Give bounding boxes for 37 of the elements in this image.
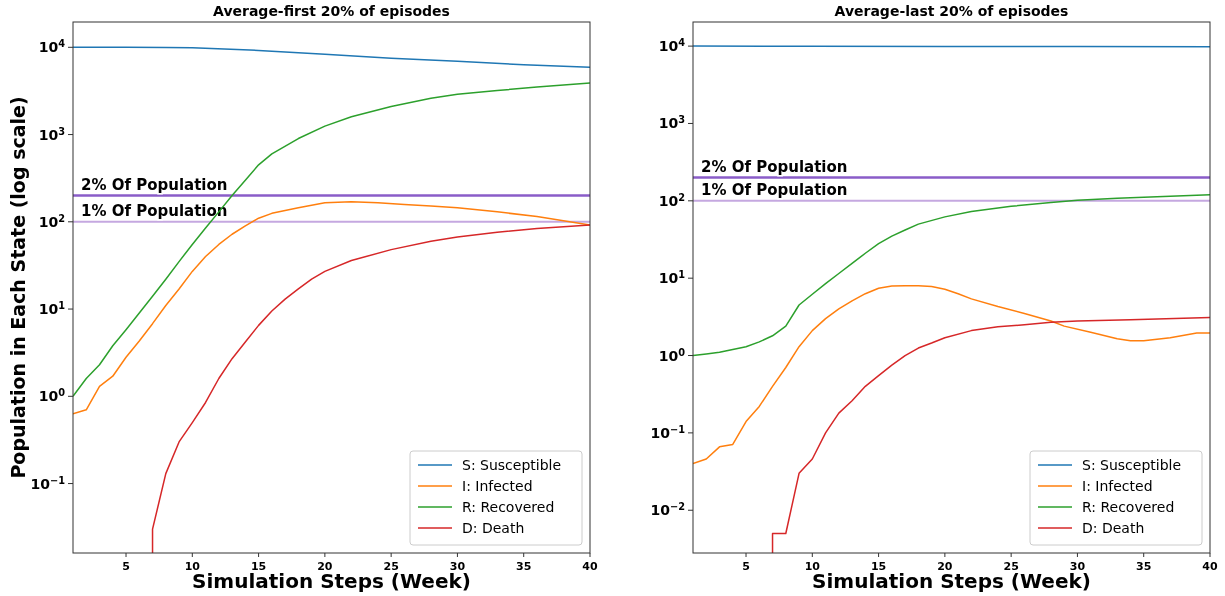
x-tick-label: 40 bbox=[582, 560, 598, 573]
x-tick-label: 5 bbox=[742, 560, 750, 573]
line-series bbox=[151, 224, 590, 553]
y-axis-title: Population in Each State (log scale) bbox=[7, 96, 29, 479]
y-tick-label: 10$^{4}$ bbox=[658, 36, 686, 55]
legend-label: D: Death bbox=[1082, 520, 1145, 536]
legend-label: S: Susceptible bbox=[462, 457, 562, 473]
y-tick-label: 10$^{2}$ bbox=[38, 212, 65, 230]
x-tick-label: 40 bbox=[1202, 560, 1218, 573]
y-tick-label: 10$^{−1}$ bbox=[30, 474, 66, 492]
y-tick-label: 10$^{1}$ bbox=[658, 268, 686, 287]
x-tick-label: 35 bbox=[1136, 560, 1152, 573]
y-tick-label: 10$^{0}$ bbox=[658, 346, 686, 364]
y-tick-label: 10$^{−2}$ bbox=[650, 500, 685, 519]
x-tick-label: 5 bbox=[122, 560, 130, 573]
y-tick-label: 10$^{2}$ bbox=[658, 191, 685, 209]
legend-label: D: Death bbox=[462, 520, 525, 536]
y-tick-label: 10$^{4}$ bbox=[38, 37, 66, 56]
chart-title: Average-last 20% of episodes bbox=[834, 3, 1069, 19]
line-series bbox=[73, 46, 590, 69]
chart-title: Average-first 20% of episodes bbox=[213, 3, 450, 19]
y-tick-label: 10$^{1}$ bbox=[38, 299, 66, 318]
ref-line-label: 2% Of Population bbox=[81, 175, 228, 194]
line-series bbox=[771, 316, 1210, 553]
y-tick-label: 10$^{3}$ bbox=[658, 113, 686, 132]
y-tick-label: 10$^{3}$ bbox=[38, 125, 66, 143]
x-tick-label: 35 bbox=[516, 560, 532, 573]
ref-line-label: 2% Of Population bbox=[701, 157, 848, 176]
line-series bbox=[73, 82, 590, 398]
legend-label: I: Infected bbox=[462, 478, 533, 494]
legend-label: R: Recovered bbox=[462, 499, 555, 515]
legend-label: I: Infected bbox=[1082, 478, 1153, 494]
ref-line-label: 1% Of Population bbox=[701, 180, 848, 199]
legend-label: S: Susceptible bbox=[1082, 457, 1182, 473]
y-tick-label: 10$^{−1}$ bbox=[650, 423, 686, 441]
y-tick-label: 10$^{0}$ bbox=[38, 386, 66, 405]
legend-label: R: Recovered bbox=[1082, 499, 1175, 515]
